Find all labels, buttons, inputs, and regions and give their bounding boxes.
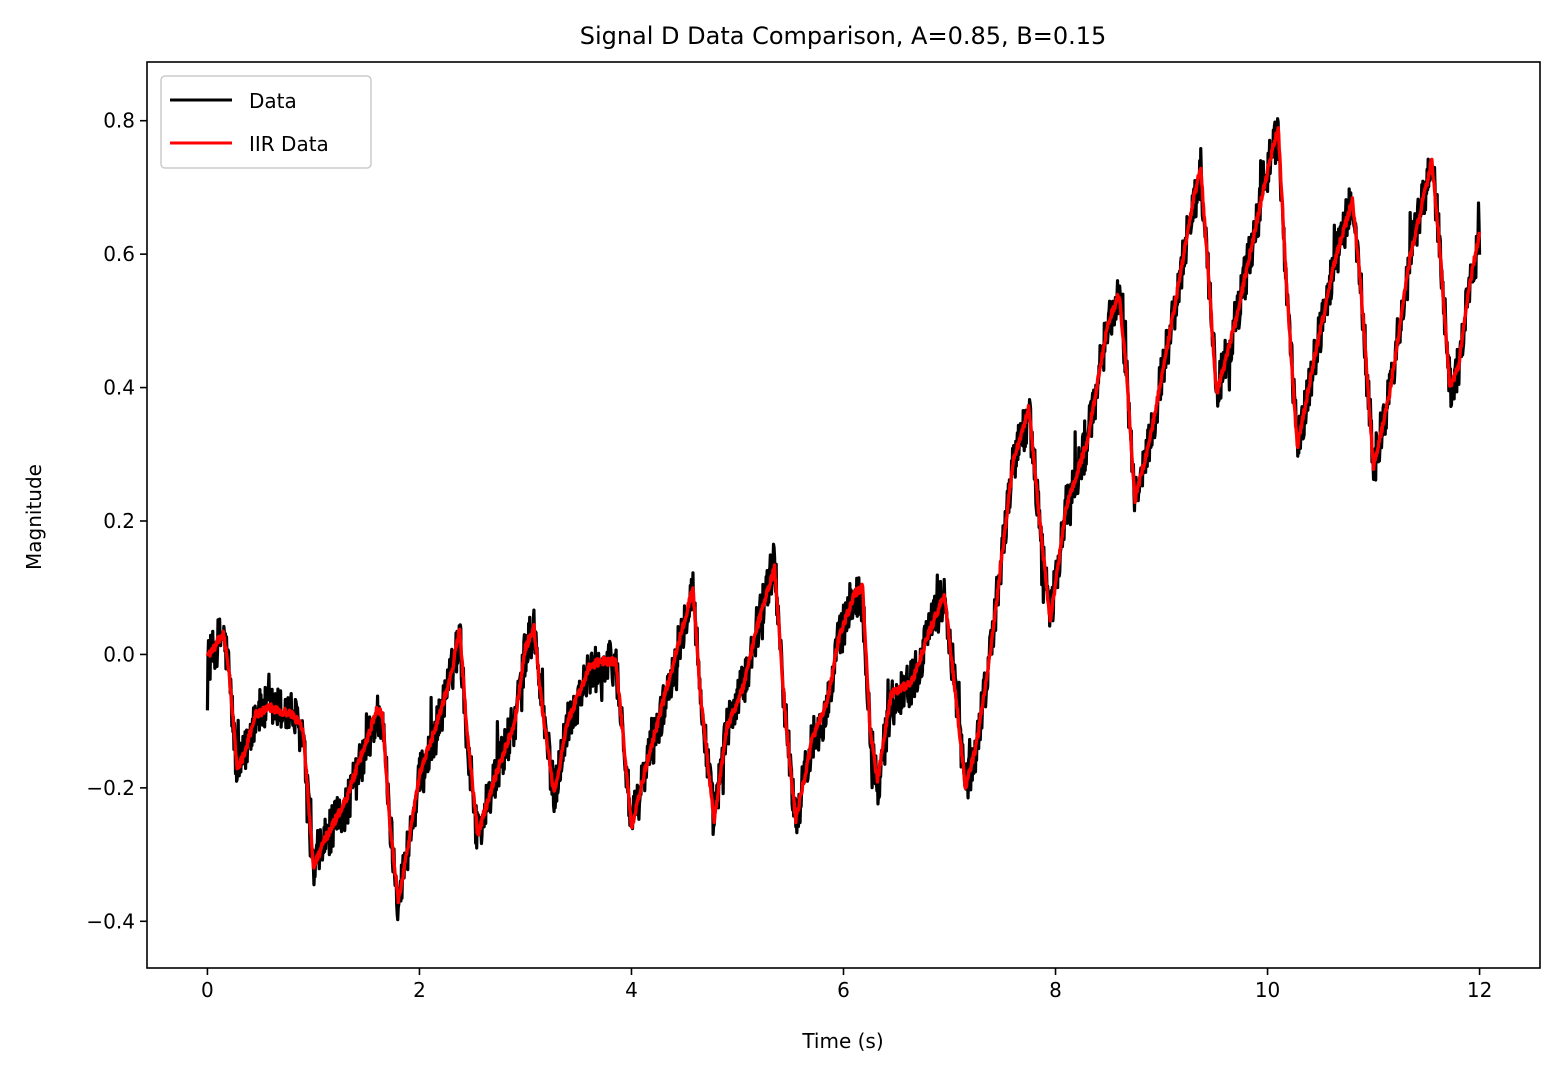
x-axis: 0 2 4 6 8 10 12	[201, 968, 1492, 1002]
x-tick-label: 10	[1255, 978, 1280, 1002]
x-tick-label: 6	[837, 978, 850, 1002]
y-tick-label: 0.6	[103, 242, 135, 266]
x-tick-label: 2	[413, 978, 426, 1002]
y-axis: −0.4 −0.2 0.0 0.2 0.4 0.6 0.8	[86, 109, 147, 933]
y-tick-label: 0.0	[103, 642, 135, 666]
y-tick-label: 0.8	[103, 109, 135, 133]
x-tick-label: 12	[1467, 978, 1492, 1002]
legend-label-data: Data	[249, 89, 297, 113]
y-tick-label: 0.2	[103, 509, 135, 533]
y-tick-label: 0.4	[103, 376, 135, 400]
series-line-data	[205, 117, 1482, 922]
y-axis-label: Magnitude	[22, 464, 46, 570]
legend: Data IIR Data	[160, 75, 372, 169]
series-line-iir-data	[205, 126, 1482, 905]
y-tick-label: −0.4	[86, 909, 135, 933]
x-tick-label: 4	[625, 978, 638, 1002]
legend-label-iir-data: IIR Data	[249, 132, 329, 156]
x-tick-label: 8	[1049, 978, 1062, 1002]
x-axis-label: Time (s)	[801, 1029, 883, 1053]
x-tick-label: 0	[201, 978, 214, 1002]
y-tick-label: −0.2	[86, 776, 135, 800]
chart-title: Signal D Data Comparison, A=0.85, B=0.15	[580, 22, 1107, 50]
series-layer	[205, 117, 1482, 922]
